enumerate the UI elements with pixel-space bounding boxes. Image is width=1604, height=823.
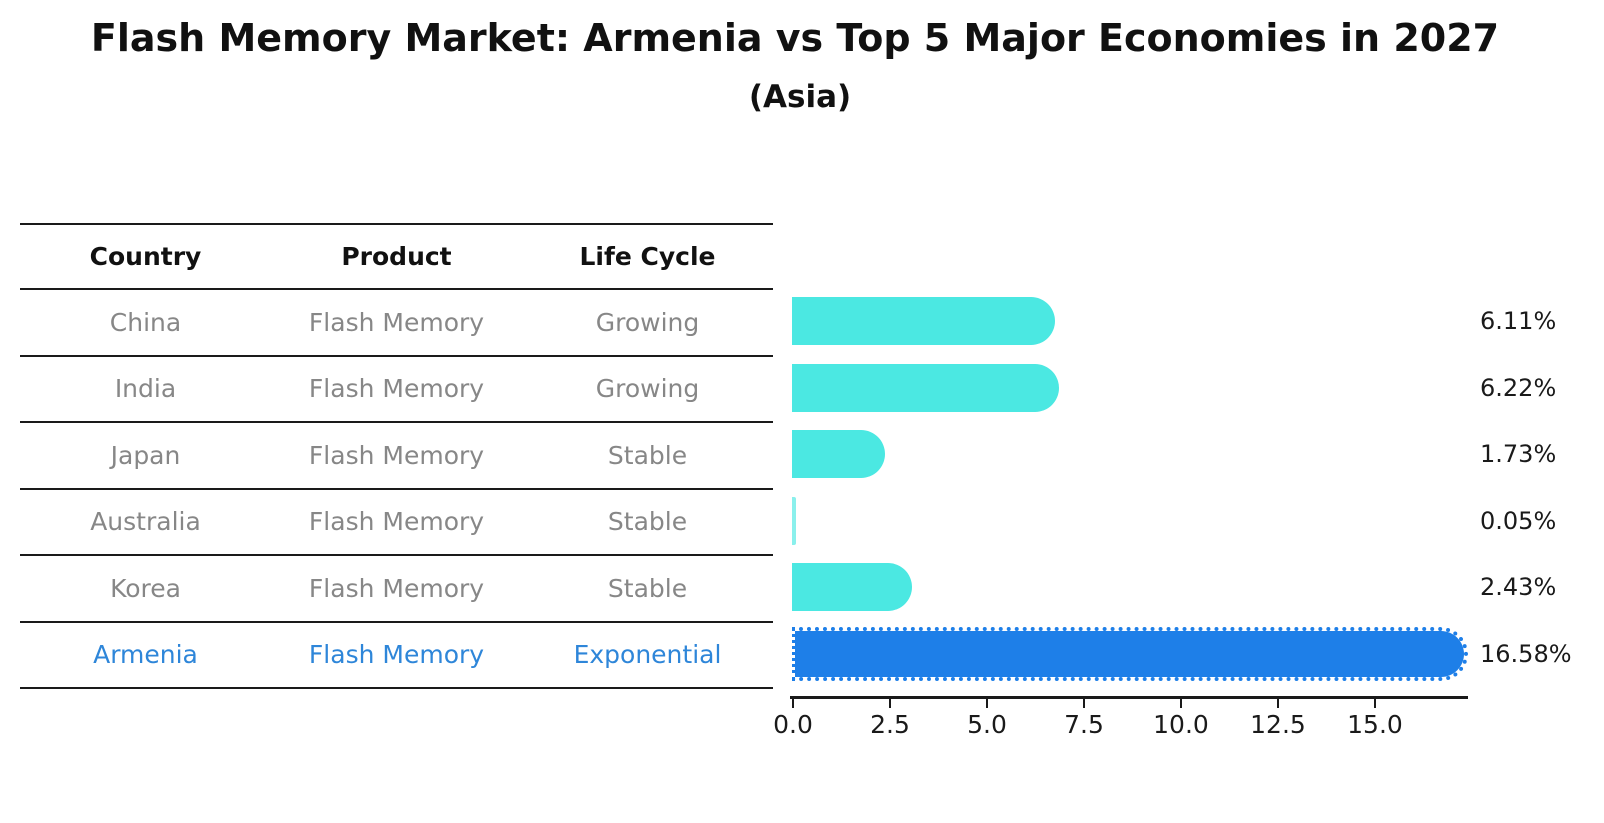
bar-row-india: 6.22% <box>792 355 1604 422</box>
bar-india <box>792 363 1060 412</box>
product-cell: Flash Memory <box>308 640 485 670</box>
country-cell: China <box>109 307 182 337</box>
bar-japan <box>792 430 886 479</box>
x-axis-tick-label: 2.5 <box>870 710 910 739</box>
bar-chart: 6.11% 6.22% 1.73% 0.05% 2.43% 16.58% <box>773 288 1604 739</box>
bar-row-australia: 0.05% <box>792 488 1604 555</box>
country-cell: India <box>114 374 177 404</box>
life-cycle-cell: Exponential <box>573 640 722 670</box>
x-axis-tick-label: 0.0 <box>773 710 813 739</box>
x-axis-tick-label: 5.0 <box>967 710 1007 739</box>
country-table: Country Product Life Cycle China Flash M… <box>20 223 773 689</box>
x-axis-tick-label: 12.5 <box>1250 710 1306 739</box>
x-axis-tick-label: 7.5 <box>1064 710 1104 739</box>
x-axis-line <box>790 696 1468 699</box>
x-axis-tick <box>1180 699 1182 708</box>
life-cycle-cell: Stable <box>607 507 688 537</box>
table-row-india: India Flash Memory Growing <box>20 357 773 423</box>
country-cell: Korea <box>110 573 181 603</box>
life-cycle-cell: Stable <box>607 573 688 603</box>
product-cell: Flash Memory <box>308 307 485 337</box>
bar-row-japan: 1.73% <box>792 421 1604 488</box>
table-row-japan: Japan Flash Memory Stable <box>20 423 773 490</box>
table-header-life-cycle: Life Cycle <box>579 242 716 271</box>
bar-australia <box>792 496 796 545</box>
x-axis-tick <box>889 699 891 708</box>
value-label-japan: 1.73% <box>1480 440 1557 469</box>
table-header-product: Product <box>341 242 452 271</box>
life-cycle-cell: Growing <box>595 307 700 337</box>
table-row-armenia: Armenia Flash Memory Exponential <box>20 623 773 689</box>
x-axis-tick <box>1374 699 1376 708</box>
bar-korea <box>792 563 913 612</box>
bar-armenia <box>792 626 1469 681</box>
chart-title: Flash Memory Market: Armenia vs Top 5 Ma… <box>90 16 1500 60</box>
x-axis-tick <box>986 699 988 708</box>
table-row-china: China Flash Memory Growing <box>20 290 773 357</box>
value-label-india: 6.22% <box>1480 373 1557 402</box>
product-cell: Flash Memory <box>308 507 485 537</box>
value-label-armenia: 16.58% <box>1480 639 1572 668</box>
x-axis-tick <box>792 699 794 708</box>
country-cell: Australia <box>90 507 201 537</box>
life-cycle-cell: Stable <box>607 440 688 470</box>
country-cell: Armenia <box>93 640 198 670</box>
life-cycle-cell: Growing <box>595 374 700 404</box>
x-axis-tick <box>1277 699 1279 708</box>
value-label-australia: 0.05% <box>1480 506 1557 535</box>
value-label-korea: 2.43% <box>1480 573 1557 602</box>
chart-subtitle: (Asia) <box>748 79 852 115</box>
x-axis-tick-label: 15.0 <box>1347 710 1403 739</box>
product-cell: Flash Memory <box>308 440 485 470</box>
table-row-australia: Australia Flash Memory Stable <box>20 490 773 556</box>
bar-row-armenia: 16.58% <box>792 621 1604 688</box>
table-row-korea: Korea Flash Memory Stable <box>20 556 773 623</box>
product-cell: Flash Memory <box>308 573 485 603</box>
x-axis-tick <box>1083 699 1085 708</box>
table-header-country: Country <box>89 242 202 271</box>
value-label-china: 6.11% <box>1480 307 1557 336</box>
table-header-row: Country Product Life Cycle <box>20 223 773 290</box>
country-cell: Japan <box>110 440 181 470</box>
product-cell: Flash Memory <box>308 374 485 404</box>
bar-row-china: 6.11% <box>792 288 1604 355</box>
bar-row-korea: 2.43% <box>792 554 1604 621</box>
x-axis-tick-label: 10.0 <box>1153 710 1209 739</box>
bar-china <box>792 297 1056 346</box>
